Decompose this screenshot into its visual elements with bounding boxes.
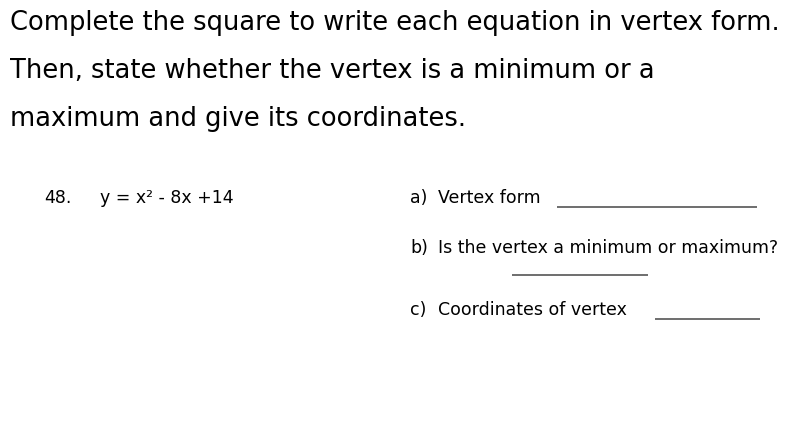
Text: Coordinates of vertex: Coordinates of vertex <box>438 301 627 319</box>
Text: a): a) <box>410 189 428 207</box>
Text: maximum and give its coordinates.: maximum and give its coordinates. <box>10 106 466 132</box>
Text: 48.: 48. <box>44 189 71 207</box>
Text: b): b) <box>410 239 428 257</box>
Text: c): c) <box>410 301 426 319</box>
Text: Then, state whether the vertex is a minimum or a: Then, state whether the vertex is a mini… <box>10 58 655 84</box>
Text: Is the vertex a minimum or maximum?: Is the vertex a minimum or maximum? <box>438 239 778 257</box>
Text: Vertex form: Vertex form <box>438 189 541 207</box>
Text: Complete the square to write each equation in vertex form.: Complete the square to write each equati… <box>10 10 780 36</box>
Text: y = x² - 8x +14: y = x² - 8x +14 <box>100 189 234 207</box>
